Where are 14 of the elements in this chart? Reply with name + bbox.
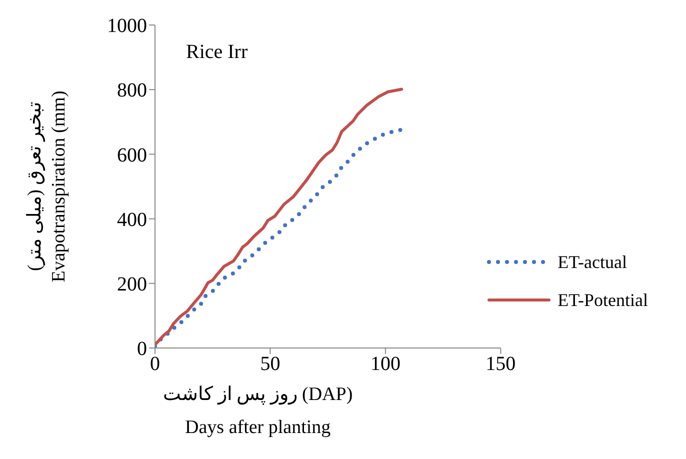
x-tick-label: 50 [260,353,280,376]
line-series [155,88,404,346]
line-series [155,128,404,348]
y-tick-label: 800 [117,80,147,102]
y-tick-label: 600 [117,144,147,166]
text: Rice Irr [186,41,248,64]
y-tick-label: 200 [117,274,147,296]
x-tick-label: 100 [370,353,400,376]
y-tick-label: 400 [117,208,147,231]
legend-label: ET-actual [558,252,627,272]
y-tick-label: 0 [137,338,147,360]
x-tick-label: 150 [486,353,516,376]
y-tick-label: 1000 [107,15,147,38]
legend-label: ET-Potential [558,290,648,310]
